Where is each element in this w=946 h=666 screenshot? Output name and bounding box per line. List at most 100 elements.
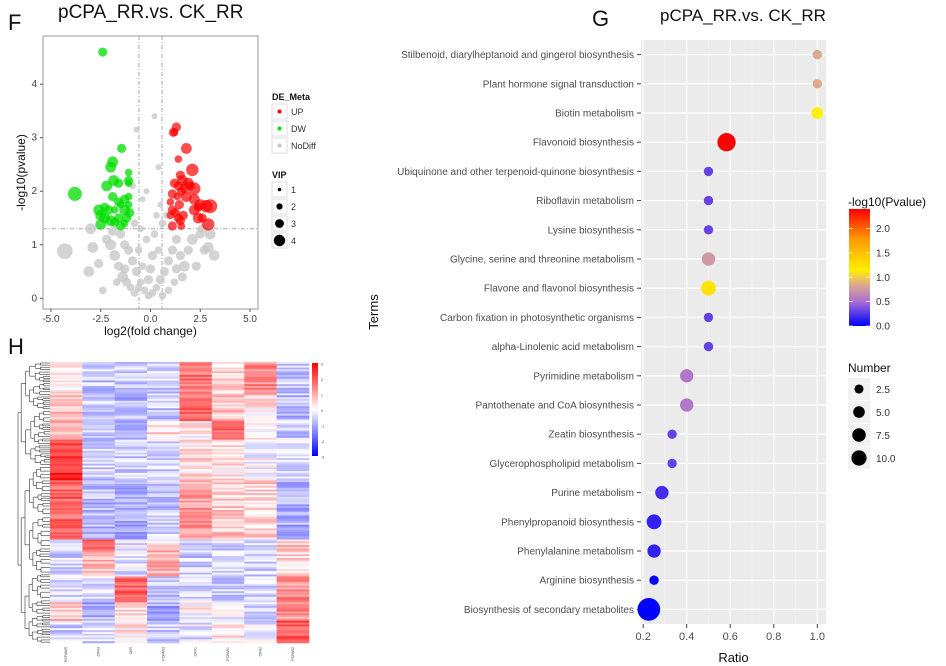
row-dendrogram bbox=[17, 362, 50, 643]
heatmap-cell bbox=[276, 519, 310, 522]
heatmap-cell bbox=[244, 404, 277, 407]
heatmap-cell bbox=[147, 565, 180, 568]
heatmap-cell bbox=[276, 386, 310, 389]
heatmap-cell bbox=[147, 567, 180, 570]
heatmap-cell bbox=[244, 428, 277, 431]
heatmap-cell bbox=[147, 424, 180, 428]
heatmap-cell bbox=[82, 500, 116, 503]
heatmap-cell bbox=[147, 423, 180, 426]
heatmap-cell bbox=[147, 506, 180, 509]
heatmap-cell bbox=[244, 504, 277, 507]
heatmap-cell bbox=[114, 382, 148, 385]
heatmap-cell bbox=[114, 373, 148, 376]
heatmap-cell bbox=[82, 515, 116, 518]
heatmap-cell bbox=[50, 476, 83, 479]
heatmap-cell bbox=[114, 426, 148, 429]
heatmap-cell bbox=[179, 471, 213, 474]
heatmap-cell bbox=[211, 458, 245, 461]
heatmap-cell bbox=[211, 384, 245, 387]
heatmap-cell bbox=[50, 445, 83, 448]
heatmap-cell bbox=[82, 545, 116, 548]
heatmap-cell bbox=[179, 583, 213, 586]
term-dot bbox=[646, 514, 662, 530]
heatmap-cell bbox=[50, 630, 83, 633]
heatmap-cell bbox=[179, 398, 213, 402]
heatmap-cell bbox=[211, 423, 245, 426]
heatmap-cell bbox=[211, 485, 245, 489]
heatmap-cell bbox=[147, 397, 180, 400]
heatmap-cell bbox=[82, 631, 116, 635]
heatmap-cell bbox=[211, 495, 245, 498]
heatmap-cell bbox=[114, 495, 148, 498]
heatmap-cell bbox=[50, 620, 83, 623]
heatmap-cell bbox=[244, 450, 277, 453]
heatmap-cell bbox=[244, 554, 277, 557]
heatmap-cell bbox=[211, 410, 245, 413]
heatmap-cell bbox=[50, 384, 83, 387]
heatmap-cell bbox=[244, 522, 277, 525]
legend-color-dot bbox=[277, 143, 282, 148]
heatmap-cell bbox=[147, 474, 180, 477]
heatmap-cell bbox=[179, 454, 213, 457]
heatmap-cell bbox=[211, 546, 245, 550]
heatmap-cell bbox=[114, 484, 148, 487]
nodiff-point bbox=[112, 278, 121, 287]
heatmap-cell bbox=[50, 519, 83, 522]
heatmap-cell bbox=[244, 417, 277, 420]
heatmap-cell bbox=[82, 581, 116, 585]
heatmap-cell bbox=[114, 463, 148, 466]
heatmap-cell bbox=[211, 487, 245, 490]
heatmap-cell bbox=[50, 504, 83, 507]
heatmap-cell bbox=[276, 541, 310, 544]
heatmap-cell bbox=[211, 502, 245, 505]
heatmap-cell bbox=[82, 513, 116, 516]
heatmap-cell bbox=[179, 526, 213, 529]
heatmap-cell bbox=[211, 441, 245, 444]
down-point bbox=[98, 47, 108, 57]
heatmap-cell bbox=[211, 517, 245, 520]
heatmap-cell bbox=[211, 474, 245, 477]
heatmap-cell bbox=[179, 556, 213, 559]
heatmap-cell bbox=[147, 393, 180, 396]
heatmap-cell bbox=[50, 400, 83, 403]
heatmap-cell bbox=[147, 626, 180, 629]
heatmap-cell bbox=[147, 463, 180, 466]
heatmap-cell bbox=[211, 404, 245, 407]
heatmap-cell bbox=[114, 509, 148, 513]
heatmap-cell bbox=[82, 569, 116, 572]
heatmap-cell bbox=[114, 437, 148, 440]
heatmap-cell bbox=[211, 613, 245, 616]
heatmap-cell bbox=[244, 495, 277, 498]
legend-label: 3 bbox=[291, 219, 296, 229]
heatmap-cell bbox=[114, 519, 148, 522]
heatmap-cell bbox=[82, 602, 116, 605]
heatmap-cell bbox=[179, 548, 213, 551]
heatmap-cell bbox=[244, 421, 277, 424]
heatmap-cell bbox=[276, 410, 310, 413]
heatmap-cell bbox=[276, 404, 310, 407]
heatmap-cell bbox=[276, 387, 310, 391]
term-dot bbox=[811, 107, 824, 119]
heatmap-cell bbox=[147, 476, 180, 479]
heatmap-column-label: CKR2 bbox=[258, 647, 262, 656]
heatmap-cell bbox=[50, 548, 83, 551]
heatmap-cell bbox=[276, 413, 310, 416]
heatmap-cell bbox=[114, 611, 148, 614]
heatmap-cell bbox=[50, 500, 83, 503]
heatmap-cell bbox=[244, 391, 277, 394]
nodiff-point bbox=[208, 250, 220, 261]
heatmap-cell bbox=[211, 402, 245, 405]
heatmap-cell bbox=[82, 434, 116, 437]
heatmap-cell bbox=[244, 535, 277, 538]
heatmap-cell bbox=[82, 378, 116, 381]
heatmap-cell bbox=[82, 461, 116, 464]
heatmap-cell bbox=[244, 539, 277, 542]
heatmap-cell bbox=[276, 543, 310, 546]
heatmap-cell bbox=[82, 463, 116, 466]
heatmap-cell bbox=[179, 489, 213, 492]
heatmap-cell bbox=[179, 580, 213, 583]
heatmap-cell bbox=[276, 532, 310, 535]
heatmap-cell bbox=[82, 533, 116, 537]
color-bar-tick-label: 0.0 bbox=[876, 322, 890, 333]
